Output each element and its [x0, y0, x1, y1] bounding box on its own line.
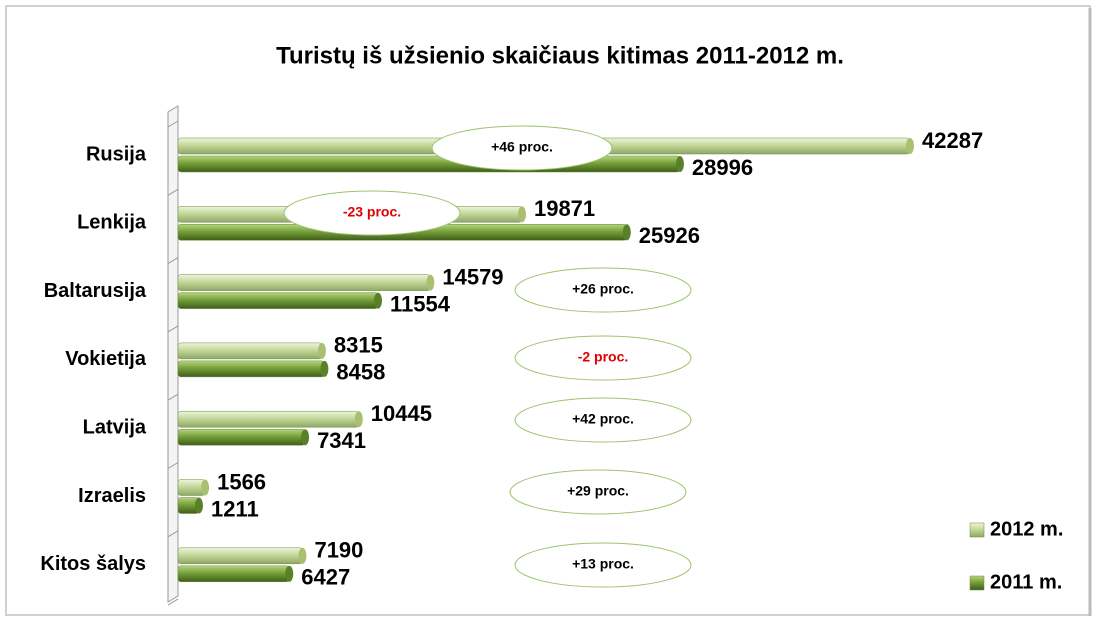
annotation-bubble [514, 267, 692, 313]
bar [177, 155, 681, 173]
bar-cap [517, 206, 526, 223]
bar [177, 292, 379, 309]
axis-separator [167, 598, 179, 606]
bar [177, 479, 206, 496]
bar [177, 360, 325, 378]
y-tick-label: Vokietija [65, 348, 147, 370]
bar-cap [426, 274, 435, 291]
bar-cap [320, 360, 329, 377]
y-tick-label: Latvija [83, 416, 147, 438]
value-label: 8458 [336, 360, 385, 385]
legend-label: 2011 m. [990, 571, 1062, 593]
axis-separator [167, 188, 179, 196]
value-label: 11554 [390, 291, 451, 316]
value-label: 10445 [371, 401, 432, 426]
value-label: 25926 [639, 223, 700, 248]
annotation: +13 proc. [572, 556, 634, 572]
value-label: 28996 [692, 155, 753, 180]
value-label: 19871 [534, 196, 595, 221]
bar [177, 274, 431, 291]
bar-cap [374, 292, 383, 309]
annotation: -23 proc. [343, 204, 401, 220]
annotation: -2 proc. [578, 349, 629, 365]
annotation: +26 proc. [572, 281, 634, 297]
bar [177, 547, 303, 565]
annotation-bubble [514, 542, 692, 588]
axis-wall [167, 105, 179, 603]
bar [177, 428, 306, 446]
annotation-bubble [509, 469, 687, 515]
bar [177, 342, 323, 360]
axis-separator [167, 530, 179, 538]
annotation-bubble [514, 397, 692, 443]
value-label: 8315 [334, 333, 383, 358]
bar-cap [675, 156, 684, 172]
y-tick-label: Baltarusija [44, 280, 147, 302]
bar-cap [201, 479, 210, 496]
value-label: 7341 [317, 428, 366, 453]
bar-cap [317, 342, 326, 359]
legend-swatch [969, 522, 985, 538]
axis-separator [167, 120, 179, 128]
bar-cap [354, 411, 363, 428]
y-tick-label: Kitos šalys [40, 553, 146, 575]
annotation: +42 proc. [572, 411, 634, 427]
annotation: +46 proc. [491, 139, 553, 155]
y-tick-label: Izraelis [78, 485, 146, 507]
annotation-bubble [283, 190, 461, 236]
annotation-bubble [514, 335, 692, 381]
annotation-bubble [431, 125, 613, 171]
chart-title: Turistų iš užsienio skaičiaus kitimas 20… [276, 42, 844, 69]
legend-label: 2012 m. [990, 518, 1063, 540]
value-label: 6427 [301, 565, 350, 590]
axis-separator [167, 462, 179, 469]
bar-cap [194, 497, 203, 514]
value-label: 14579 [442, 264, 503, 289]
axis-separator [167, 325, 179, 333]
legend-swatch [969, 575, 985, 591]
bar-cap [906, 138, 914, 154]
bar-cap [285, 565, 294, 582]
axis-separator [167, 257, 179, 265]
value-label: 1211 [211, 496, 259, 521]
y-tick-label: Rusija [86, 143, 147, 165]
annotation: +29 proc. [567, 483, 629, 499]
value-label: 1566 [217, 469, 266, 494]
value-label: 42287 [922, 128, 983, 153]
y-tick-label: Lenkija [77, 212, 147, 234]
value-label: 7190 [314, 538, 363, 563]
bar-cap [301, 429, 310, 446]
bar [177, 410, 360, 428]
bar [177, 565, 290, 583]
bar-cap [298, 547, 307, 564]
axis-separator [167, 393, 179, 401]
bar-cap [622, 224, 631, 241]
